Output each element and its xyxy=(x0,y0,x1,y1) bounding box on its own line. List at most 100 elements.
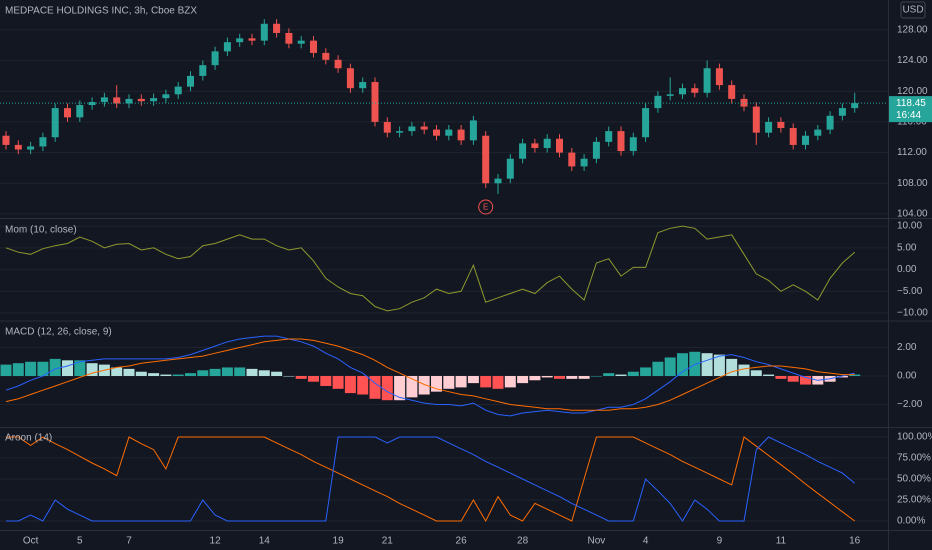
x-tick-label: 21 xyxy=(382,536,394,547)
histogram-bar xyxy=(49,358,61,376)
candle-body xyxy=(51,108,59,138)
histogram-bar xyxy=(590,375,602,377)
panel-title: Mom (10, close) xyxy=(5,225,77,236)
indicator-line xyxy=(6,436,856,522)
y-tick-label: 10.00 xyxy=(897,221,922,232)
candle-body xyxy=(851,103,859,109)
candle-body xyxy=(334,59,342,69)
candle-body xyxy=(826,115,834,130)
candle-body xyxy=(285,32,293,44)
candle-body xyxy=(211,51,219,66)
candle-body xyxy=(273,23,281,33)
candle-body xyxy=(568,152,576,167)
last-price-label: 118.45 xyxy=(896,98,926,109)
histogram-bar xyxy=(37,361,49,376)
candle-body xyxy=(76,105,84,118)
histogram-bar xyxy=(418,375,430,395)
x-tick-label: 4 xyxy=(643,536,649,547)
y-tick-label: −2.00 xyxy=(897,399,923,410)
histogram-bar xyxy=(357,375,369,395)
candle-body xyxy=(666,94,674,96)
candle-body xyxy=(592,141,600,159)
candle-body xyxy=(248,38,256,41)
histogram-bar xyxy=(246,368,258,376)
x-tick-label: 14 xyxy=(259,536,271,547)
histogram-bar xyxy=(726,358,738,376)
x-tick-label: 26 xyxy=(456,536,468,547)
histogram-bar xyxy=(467,375,479,384)
candle-body xyxy=(100,97,108,102)
histogram-bar xyxy=(529,375,541,381)
histogram-bar xyxy=(381,375,393,401)
event-marker xyxy=(478,199,494,215)
histogram-bar xyxy=(836,375,848,378)
histogram-bar xyxy=(295,375,307,379)
currency[interactable]: USD xyxy=(902,5,923,16)
candle-body xyxy=(64,108,71,118)
candle-body xyxy=(765,121,773,133)
candle-body xyxy=(654,95,662,109)
candle-body xyxy=(396,131,404,133)
candle-body xyxy=(150,98,158,102)
x-tick-label: Nov xyxy=(588,536,606,547)
y-tick-label: 128.00 xyxy=(897,25,928,36)
x-tick-label: 28 xyxy=(517,536,529,547)
x-tick-label: 7 xyxy=(126,536,132,547)
candle-body xyxy=(125,98,133,104)
candle-body xyxy=(642,108,650,138)
histogram-bar xyxy=(25,361,37,376)
histogram-bar xyxy=(480,375,492,388)
histogram-bar xyxy=(800,375,811,385)
candle-body xyxy=(322,52,330,60)
candle-body xyxy=(814,129,822,136)
panel-title: Aroon (14) xyxy=(5,433,52,444)
histogram-bar xyxy=(849,374,861,376)
candle-body xyxy=(199,65,207,76)
candle-body xyxy=(580,158,588,167)
histogram-bar xyxy=(640,367,652,376)
histogram-bar xyxy=(320,375,332,386)
histogram-bar xyxy=(283,375,295,377)
histogram-bar xyxy=(689,351,701,376)
candle-body xyxy=(162,94,170,99)
candle-body xyxy=(383,121,391,133)
y-tick-label: 5.00 xyxy=(897,242,917,253)
candle-body xyxy=(715,68,723,86)
histogram-bar xyxy=(627,371,639,376)
candle-body xyxy=(679,88,686,95)
x-tick-label: 16 xyxy=(849,536,861,547)
candle-body xyxy=(703,68,711,93)
currency-box[interactable] xyxy=(900,1,926,19)
y-tick-label: −10.00 xyxy=(897,308,928,319)
x-tick-label: 9 xyxy=(717,536,723,547)
histogram-bar xyxy=(369,375,381,399)
candle-body xyxy=(310,40,317,53)
y-tick-label: 0.00 xyxy=(897,371,917,382)
histogram-bar xyxy=(541,375,553,378)
histogram-bar xyxy=(504,375,516,388)
histogram-bar xyxy=(566,375,578,379)
countdown: 16:44 xyxy=(896,110,921,121)
histogram-bar xyxy=(332,375,344,389)
y-tick-label: 2.00 xyxy=(897,342,917,353)
x-tick-label: 19 xyxy=(333,536,345,547)
candle-body xyxy=(408,126,416,132)
candle-body xyxy=(691,88,699,93)
histogram-bar xyxy=(148,373,160,376)
candle-body xyxy=(14,144,22,150)
candle-body xyxy=(420,126,428,130)
histogram-bar xyxy=(185,373,196,376)
histogram-bar xyxy=(209,368,221,376)
histogram-bar xyxy=(578,375,590,379)
candle-body xyxy=(752,106,760,133)
candle-body xyxy=(543,138,551,148)
histogram-bar xyxy=(197,370,209,376)
last-price-box xyxy=(889,96,932,123)
histogram-bar xyxy=(763,374,775,376)
y-tick-label: 0.00% xyxy=(897,516,925,527)
panel-title: MEDPACE HOLDINGS INC, 3h, Cboe BZX xyxy=(5,6,197,17)
y-tick-label: 50.00% xyxy=(897,474,931,485)
candle-body xyxy=(519,143,527,159)
